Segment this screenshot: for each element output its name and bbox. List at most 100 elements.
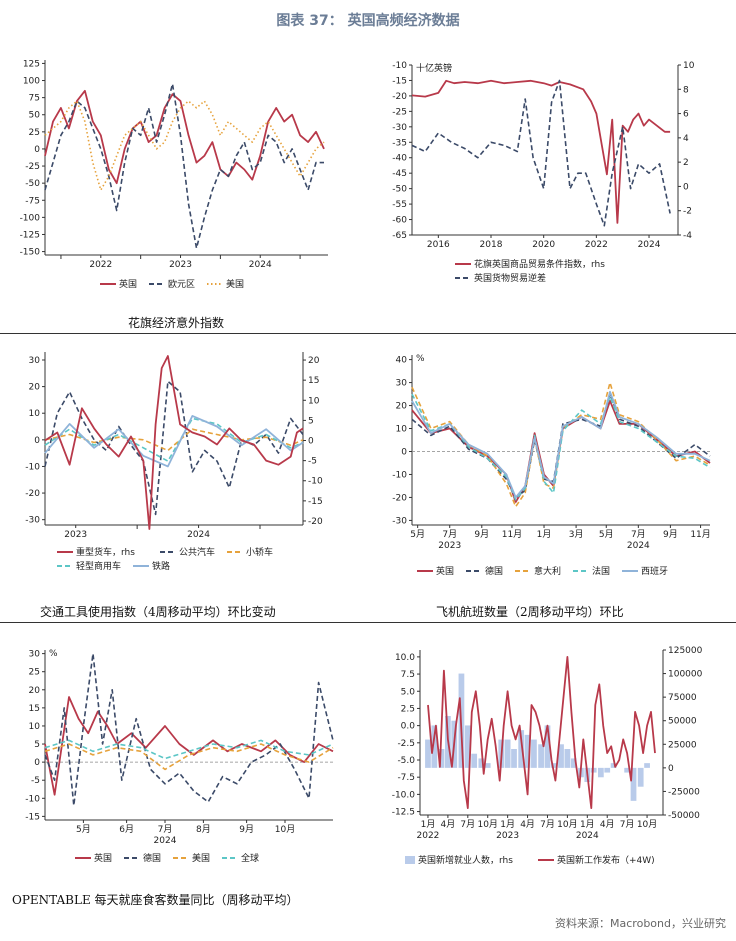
bar: [544, 725, 551, 768]
bar: [431, 725, 438, 768]
y-tick-label: -2.5: [397, 739, 415, 749]
legend-label: 英国: [119, 278, 137, 290]
y2-tick-label: -5: [308, 457, 317, 467]
bar: [550, 763, 557, 768]
y-tick-label: 125: [23, 59, 40, 69]
bar: [637, 767, 644, 787]
x-tick-label: 9月: [663, 529, 678, 540]
x-tick-label: 2022: [585, 240, 608, 250]
x-tick-label: 7月: [620, 819, 635, 830]
x-tick-label: 10月: [557, 819, 577, 830]
x-tick-label: 5月: [410, 529, 425, 540]
x-tick-label: 2020: [532, 240, 555, 250]
x-tick-label: 7月: [460, 819, 475, 830]
y-tick-label: -30: [392, 516, 407, 526]
bar: [464, 725, 471, 768]
bar: [597, 767, 604, 778]
x-tick-label: 11月: [502, 529, 522, 540]
x-tick-label: 2016: [427, 240, 450, 250]
bar: [524, 734, 531, 768]
y-tick-label: 10.0: [395, 653, 415, 663]
x-tick-label: 2018: [480, 240, 503, 250]
y-tick-label: 10: [29, 722, 41, 732]
x-year-label: 2024: [154, 836, 177, 846]
legend-label: 意大利: [534, 565, 561, 577]
flights-svg: % -30 -20 -10 0 10 20 30 40 5月 7月 9月 11月 1月 3月 5月 7月 9月 11…: [392, 354, 710, 577]
legend-label: 小轿车: [246, 546, 273, 558]
series-line-3: [44, 415, 304, 468]
transport-svg: -30 -20 -10 0 10 20 30 -20 -15 -10 -5 0 5 10 15 20 2023 2…: [25, 352, 323, 572]
y-tick-label: 0: [34, 758, 40, 768]
y-tick-label: -35: [392, 138, 407, 148]
bar: [531, 739, 537, 768]
series-line-0: [427, 655, 656, 810]
y-tick-label: 100: [23, 77, 40, 87]
x-year-label: 2023: [496, 831, 519, 841]
y-tick-label: 0: [34, 145, 40, 155]
legend-label: 重型货车，rhs: [76, 546, 135, 558]
x-tick-label: 5月: [599, 529, 614, 540]
series-line-0: [44, 696, 334, 796]
y-tick-label: -7.5: [397, 773, 415, 783]
bar: [425, 739, 431, 768]
y-tick-label: 10: [396, 425, 408, 435]
y-tick-label: 7.5: [401, 670, 415, 680]
y-tick-label: 10: [29, 409, 41, 419]
bar: [538, 744, 544, 768]
y-tick-label: -10: [392, 470, 407, 480]
y-tick-label: -65: [392, 231, 407, 241]
series-line-2: [44, 743, 334, 771]
bar: [438, 749, 445, 768]
y2-tick-label: 20: [308, 356, 320, 366]
bar: [590, 767, 597, 773]
y2-tick-label: 0: [668, 764, 674, 774]
bar: [504, 739, 511, 768]
chart-citi-surprise: -150 -125 -100 -75 -50 -25 0 25 50 75 100 125 2022 20…: [0, 50, 368, 300]
y-tick-label: -25: [392, 107, 407, 117]
y-tick-label: -12.5: [392, 808, 415, 818]
y2-tick-label: 4: [683, 134, 689, 144]
bar: [624, 767, 631, 773]
y-tick-label: 20: [29, 686, 41, 696]
legend-label: 美国: [226, 278, 244, 290]
x-tick-label: 2024: [249, 260, 272, 270]
bar: [604, 767, 611, 773]
y-tick-label: -15: [392, 76, 407, 86]
y-tick-label: 20: [396, 402, 408, 412]
y-tick-label: 20: [29, 383, 41, 393]
x-tick-label: 8月: [196, 824, 211, 835]
bar: [478, 758, 485, 768]
y2-tick-label: 6: [683, 110, 689, 120]
bar: [570, 758, 577, 768]
series-line-0: [44, 89, 325, 185]
y-tick-label: -20: [392, 92, 407, 102]
y-tick-label: 0: [34, 436, 40, 446]
x-tick-label: 7月: [631, 529, 646, 540]
x-tick-label: 2024: [638, 240, 661, 250]
y-tick-label: -150: [20, 248, 41, 258]
y-tick-label: -30: [392, 123, 407, 133]
x-tick-label: 4月: [441, 819, 456, 830]
x-tick-label: 2022: [89, 260, 112, 270]
x-tick-label: 7月: [540, 819, 555, 830]
legend-label: 英国: [436, 565, 454, 577]
y2-tick-label: -15: [308, 497, 323, 507]
unit-label: 十亿英镑: [416, 62, 452, 74]
bar: [630, 767, 637, 801]
legend-label: 西班牙: [641, 565, 668, 577]
y-tick-label: 30: [396, 379, 408, 389]
bar: [471, 753, 478, 768]
y-tick-label: -10: [25, 794, 40, 804]
y2-tick-label: -50000: [668, 811, 700, 821]
x-tick-label: 7月: [442, 529, 457, 540]
x-year-label: 2022: [417, 831, 440, 841]
legend-label: 法国: [592, 565, 610, 577]
divider-2: [0, 622, 736, 623]
legend-label: 花旗英国商品贸易条件指数，rhs: [474, 258, 605, 270]
y2-tick-label: 100000: [668, 670, 703, 680]
x-tick-label: 1月: [580, 819, 595, 830]
x-year-label: 2023: [438, 541, 461, 551]
legend-label: 德国: [485, 565, 503, 577]
y-tick-label: -60: [392, 216, 407, 226]
x-tick-label: 4月: [520, 819, 535, 830]
